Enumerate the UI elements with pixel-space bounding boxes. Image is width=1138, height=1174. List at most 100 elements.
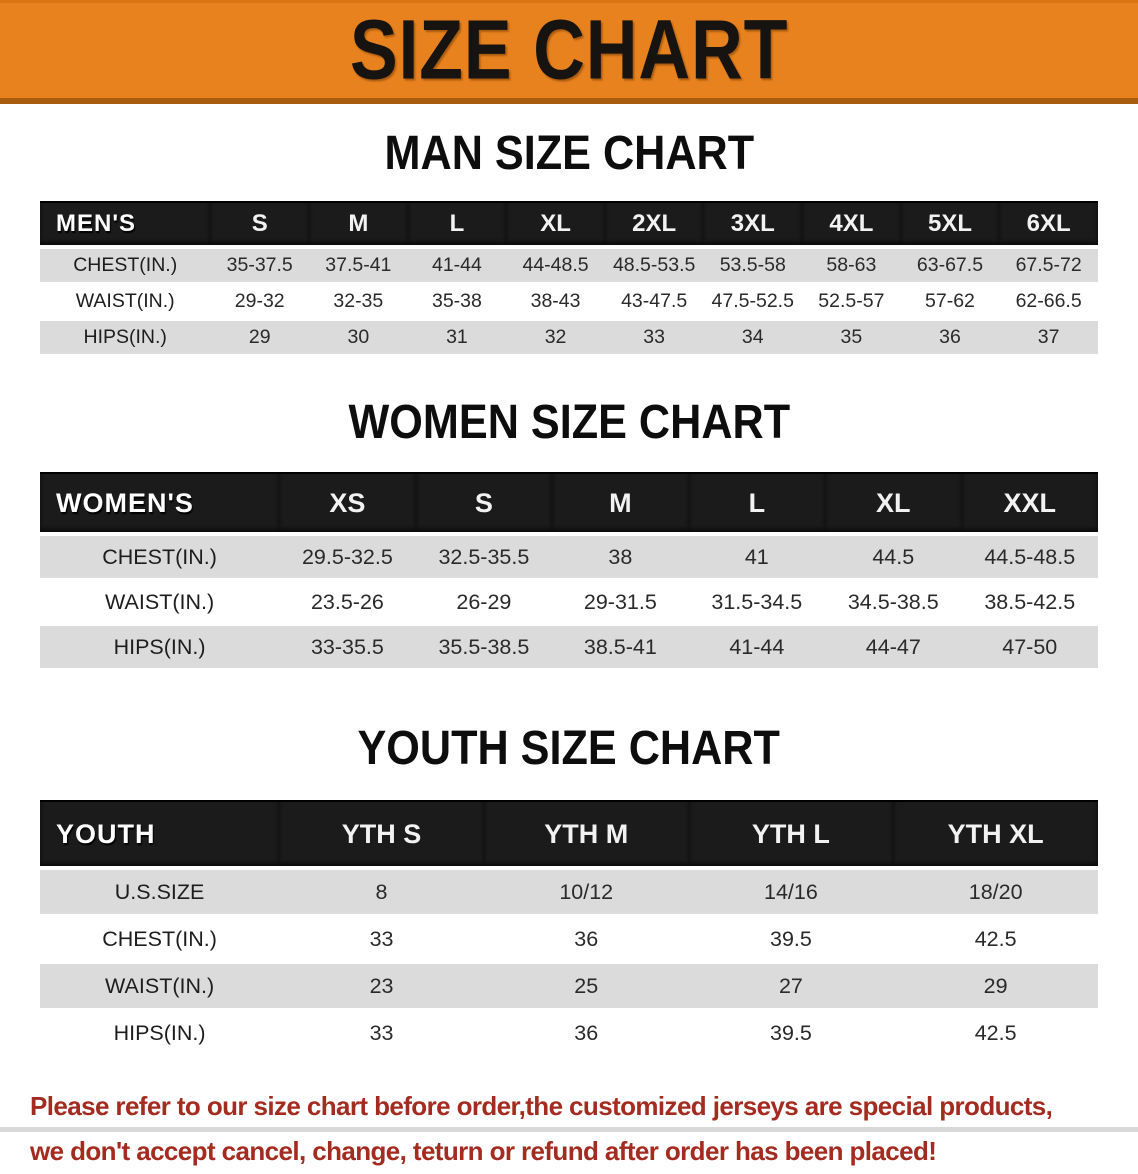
men-column-header: 6XL (999, 201, 1098, 249)
disclaimer-line-2: we don't accept cancel, change, teturn o… (30, 1136, 937, 1166)
youth-size-table-container: YOUTH YTH S YTH M YTH L YTH XL U.S.SIZE 8 10/12… (40, 800, 1098, 1058)
disclaimer-line-1: Please refer to our size chart before or… (30, 1091, 1053, 1121)
size-value-cell: 33-35.5 (279, 626, 416, 671)
size-value-cell: 29 (210, 321, 310, 357)
youth-size-table: YOUTH YTH S YTH M YTH L YTH XL U.S.SIZE 8 10/12… (40, 800, 1098, 1058)
size-value-cell: 62-66.5 (999, 285, 1098, 321)
size-value-cell: 44.5-48.5 (961, 536, 1098, 581)
youth-corner-label: YOUTH (40, 800, 280, 870)
bottom-edge-strip (0, 1127, 1138, 1132)
size-value-cell: 47.5-52.5 (703, 285, 803, 321)
size-value-cell: 26-29 (415, 581, 553, 626)
women-column-header: S (415, 472, 553, 536)
size-value-cell: 44-47 (825, 626, 962, 671)
size-chart-banner: SIZE CHART (0, 0, 1138, 104)
size-value-cell: 38.5-41 (552, 626, 689, 671)
men-corner-label: MEN'S (40, 201, 211, 249)
size-value-cell: 41-44 (688, 626, 826, 671)
size-value-cell: 38.5-42.5 (961, 581, 1098, 626)
size-value-cell: 32 (506, 321, 605, 357)
size-value-cell: 57-62 (900, 285, 1000, 321)
size-value-cell: 33 (279, 917, 484, 964)
row-label: HIPS(IN.) (40, 1011, 280, 1058)
size-value-cell: 63-67.5 (900, 249, 1000, 285)
row-label: CHEST(IN.) (40, 536, 280, 581)
size-value-cell: 29.5-32.5 (279, 536, 416, 581)
men-column-header: 3XL (703, 201, 803, 249)
youth-row-waist-in: WAIST(IN.) 23 25 27 29 (40, 964, 1098, 1011)
size-value-cell: 29-31.5 (552, 581, 689, 626)
women-column-header: L (688, 472, 826, 536)
women-row-waist-in: WAIST(IN.) 23.5-26 26-29 29-31.5 31.5-34.5 34… (40, 581, 1098, 626)
men-column-header: S (210, 201, 310, 249)
size-value-cell: 42.5 (893, 1011, 1098, 1058)
banner-title: SIZE CHART (349, 3, 789, 97)
women-column-header: M (552, 472, 689, 536)
size-value-cell: 48.5-53.5 (604, 249, 704, 285)
size-value-cell: 35 (802, 321, 901, 357)
size-value-cell: 38-43 (506, 285, 605, 321)
size-value-cell: 37 (999, 321, 1098, 357)
size-value-cell: 30 (309, 321, 408, 357)
youth-row-hips-in: HIPS(IN.) 33 36 39.5 42.5 (40, 1011, 1098, 1058)
size-value-cell: 31.5-34.5 (688, 581, 826, 626)
size-value-cell: 8 (279, 870, 484, 917)
men-row-chest-in: CHEST(IN.) 35-37.5 37.5-41 41-44 44-48.5 48.5… (40, 249, 1098, 285)
women-size-section: WOMEN SIZE CHART WOMEN'S XS S M L XL XXL CHEST(… (0, 357, 1138, 671)
size-value-cell: 44.5 (825, 536, 962, 581)
row-label: WAIST(IN.) (40, 581, 280, 626)
men-column-header: 2XL (604, 201, 704, 249)
size-value-cell: 44-48.5 (506, 249, 605, 285)
size-value-cell: 33 (279, 1011, 484, 1058)
size-value-cell: 34 (703, 321, 803, 357)
men-row-waist-in: WAIST(IN.) 29-32 32-35 35-38 38-43 43-47.5 47.… (40, 285, 1098, 321)
size-value-cell: 47-50 (961, 626, 1098, 671)
size-value-cell: 10/12 (483, 870, 689, 917)
row-label: WAIST(IN.) (40, 285, 211, 321)
youth-table-header-row: YOUTH YTH S YTH M YTH L YTH XL (40, 800, 1098, 870)
size-value-cell: 41-44 (407, 249, 507, 285)
size-value-cell: 35-37.5 (210, 249, 310, 285)
size-value-cell: 39.5 (688, 917, 894, 964)
size-value-cell: 31 (407, 321, 507, 357)
size-value-cell: 67.5-72 (999, 249, 1098, 285)
women-column-header: XS (279, 472, 416, 536)
youth-row-chest-in: CHEST(IN.) 33 36 39.5 42.5 (40, 917, 1098, 964)
youth-row-u-s-size: U.S.SIZE 8 10/12 14/16 18/20 (40, 870, 1098, 917)
size-value-cell: 43-47.5 (604, 285, 704, 321)
size-value-cell: 27 (688, 964, 894, 1011)
size-value-cell: 36 (483, 917, 689, 964)
size-value-cell: 58-63 (802, 249, 901, 285)
women-section-heading: WOMEN SIZE CHART (348, 396, 790, 449)
size-value-cell: 32.5-35.5 (415, 536, 553, 581)
row-label: U.S.SIZE (40, 870, 280, 917)
size-value-cell: 36 (900, 321, 1000, 357)
size-value-cell: 36 (483, 1011, 689, 1058)
size-value-cell: 35.5-38.5 (415, 626, 553, 671)
women-size-table: WOMEN'S XS S M L XL XXL CHEST(IN.) 29.5-32.5 32.5… (40, 472, 1098, 671)
size-value-cell: 14/16 (688, 870, 894, 917)
youth-section-heading: YOUTH SIZE CHART (357, 722, 781, 775)
size-value-cell: 52.5-57 (802, 285, 901, 321)
size-value-cell: 41 (688, 536, 826, 581)
size-value-cell: 29 (893, 964, 1098, 1011)
youth-column-header: YTH S (279, 800, 484, 870)
size-value-cell: 18/20 (893, 870, 1098, 917)
row-label: CHEST(IN.) (40, 917, 280, 964)
women-column-header: XXL (961, 472, 1098, 536)
size-value-cell: 25 (483, 964, 689, 1011)
men-table-header-row: MEN'S S M L XL 2XL 3XL 4XL 5XL 6XL (40, 201, 1098, 249)
women-column-header: XL (825, 472, 962, 536)
row-label: CHEST(IN.) (40, 249, 211, 285)
women-corner-label: WOMEN'S (40, 472, 280, 536)
men-size-table: MEN'S S M L XL 2XL 3XL 4XL 5XL 6XL CHEST(IN.) 35-37… (40, 201, 1098, 357)
men-column-header: 4XL (802, 201, 901, 249)
size-value-cell: 35-38 (407, 285, 507, 321)
women-row-chest-in: CHEST(IN.) 29.5-32.5 32.5-35.5 38 41 44.5 44.5… (40, 536, 1098, 581)
youth-size-section: YOUTH SIZE CHART YOUTH YTH S YTH M YTH L YTH… (0, 671, 1138, 1058)
size-value-cell: 34.5-38.5 (825, 581, 962, 626)
size-value-cell: 42.5 (893, 917, 1098, 964)
men-column-header: M (309, 201, 408, 249)
youth-column-header: YTH L (688, 800, 894, 870)
size-value-cell: 39.5 (688, 1011, 894, 1058)
